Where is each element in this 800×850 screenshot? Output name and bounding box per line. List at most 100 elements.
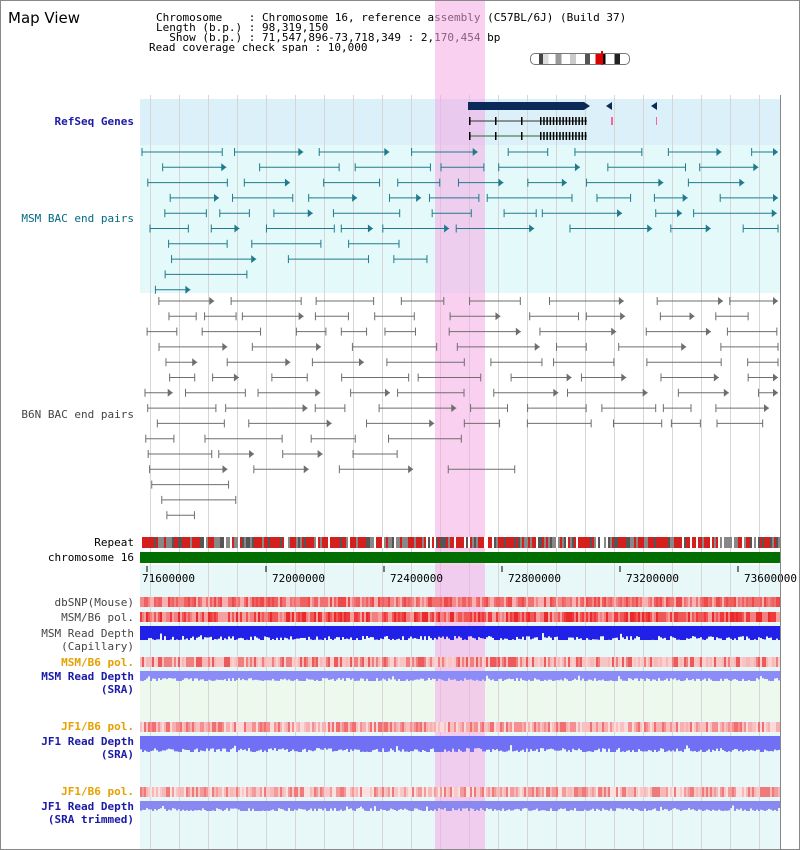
depth-bar <box>224 626 226 639</box>
heat-cell <box>522 722 524 732</box>
heat-cell <box>200 597 202 607</box>
depth-bar <box>256 736 258 752</box>
heat-cell <box>230 612 232 622</box>
heat-cell <box>402 657 404 667</box>
heat-cell <box>148 612 150 622</box>
depth-bar <box>272 626 274 639</box>
repeat-segment <box>304 537 306 548</box>
heat-cell <box>766 597 768 607</box>
depth-bar <box>762 671 764 679</box>
heat-cell <box>460 612 462 622</box>
repeat-segment <box>482 537 484 548</box>
depth-bar <box>572 736 574 749</box>
b6n-bac-arrow <box>713 373 719 382</box>
heat-cell <box>568 657 570 667</box>
sra-trimmed-label: (SRA trimmed) <box>47 813 134 826</box>
heat-cell <box>162 657 164 667</box>
axis-tick-label: 73200000 <box>626 572 679 585</box>
msm-bac-arrow <box>444 224 450 233</box>
heat-cell <box>524 612 526 622</box>
heat-cell <box>338 657 340 667</box>
heat-cell <box>750 722 752 732</box>
depth-bar <box>204 671 206 681</box>
heat-cell <box>580 657 582 667</box>
heat-cell <box>156 657 158 667</box>
heat-cell <box>714 787 716 797</box>
heat-cell <box>652 787 654 797</box>
grid-line <box>498 95 499 850</box>
chromosome-ideogram[interactable] <box>530 53 630 65</box>
depth-bar <box>454 671 456 680</box>
heat-cell <box>424 612 426 622</box>
depth-bar <box>530 801 532 811</box>
repeat-segment <box>776 537 778 548</box>
heat-cell <box>656 722 658 732</box>
heat-cell <box>708 612 710 622</box>
heat-cell <box>682 657 684 667</box>
depth-bar <box>212 736 214 749</box>
heat-cell <box>276 722 278 732</box>
depth-bar <box>720 736 722 749</box>
refseq-genes-label[interactable]: RefSeq Genes <box>54 115 134 128</box>
heat-cell <box>662 787 664 797</box>
heat-cell <box>626 612 628 622</box>
repeat-segment <box>278 537 280 548</box>
heat-cell <box>766 787 768 797</box>
b6n-bac-label[interactable]: B6N BAC end pairs <box>21 408 134 421</box>
heat-cell <box>176 787 178 797</box>
depth-bar <box>420 626 422 637</box>
repeat-segment <box>390 537 392 548</box>
depth-bar <box>674 736 676 752</box>
depth-bar <box>750 671 752 681</box>
refseq-exon <box>568 132 571 140</box>
depth-bar <box>336 626 338 638</box>
depth-bar <box>610 736 612 752</box>
depth-bar <box>490 671 492 681</box>
repeat-segment <box>206 537 208 548</box>
heat-cell <box>624 787 626 797</box>
heat-cell <box>258 657 260 667</box>
depth-bar <box>574 671 576 679</box>
heat-cell <box>764 612 766 622</box>
heat-cell <box>592 657 594 667</box>
depth-bar <box>650 671 652 681</box>
heat-cell <box>702 597 704 607</box>
heat-cell <box>416 787 418 797</box>
depth-bar <box>640 801 642 811</box>
depth-bar <box>732 626 734 640</box>
repeat-segment <box>686 537 688 548</box>
repeat-segment <box>704 537 706 548</box>
heat-cell <box>630 787 632 797</box>
repeat-segment <box>734 537 736 548</box>
heat-cell <box>264 722 266 732</box>
depth-bar <box>430 671 432 681</box>
depth-bar <box>576 736 578 751</box>
heat-cell <box>704 612 706 622</box>
repeat-segment <box>712 537 714 548</box>
repeat-segment <box>426 537 428 548</box>
heat-cell <box>392 657 394 667</box>
depth-bar <box>712 626 714 637</box>
heat-cell <box>500 657 502 667</box>
heat-cell <box>148 597 150 607</box>
heat-cell <box>198 657 200 667</box>
depth-bar <box>382 626 384 640</box>
heat-cell <box>492 612 494 622</box>
heat-cell <box>198 722 200 732</box>
repeat-segment <box>558 537 560 548</box>
heat-cell <box>502 612 504 622</box>
highlight-region[interactable] <box>435 0 485 850</box>
heat-cell <box>392 612 394 622</box>
heat-cell <box>378 787 380 797</box>
depth-bar <box>282 736 284 749</box>
depth-bar <box>232 736 234 749</box>
depth-bar <box>146 626 148 640</box>
heat-cell <box>746 657 748 667</box>
depth-bar <box>432 801 434 811</box>
heat-cell <box>594 597 596 607</box>
depth-bar <box>390 736 392 749</box>
jf1-read-depth-label: JF1 Read Depth <box>41 735 134 748</box>
heat-cell <box>350 657 352 667</box>
msm-bac-label[interactable]: MSM BAC end pairs <box>21 212 134 225</box>
depth-bar <box>274 626 276 640</box>
